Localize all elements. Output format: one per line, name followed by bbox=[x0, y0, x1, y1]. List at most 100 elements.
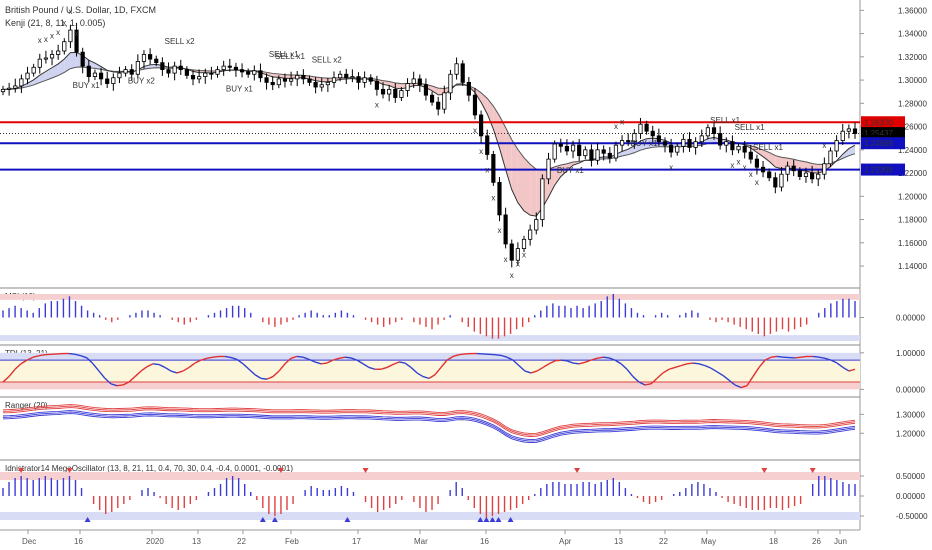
candle-body bbox=[148, 54, 153, 60]
tdi-line-segment bbox=[14, 363, 22, 370]
candle-body bbox=[172, 65, 177, 74]
signal-cross-mark: x bbox=[375, 100, 379, 109]
candle-body bbox=[846, 128, 851, 132]
candle-body bbox=[619, 140, 625, 146]
candle-body bbox=[154, 58, 159, 64]
signal-cross-mark: x bbox=[743, 163, 747, 172]
buy-signal-label: BUY x1 bbox=[73, 81, 101, 90]
price-tick-label: 1.16000 bbox=[898, 239, 927, 248]
tdi-line-segment bbox=[548, 360, 556, 365]
tdi-line-segment bbox=[266, 375, 274, 380]
tdi-line-segment bbox=[206, 356, 214, 359]
candle-body bbox=[276, 78, 281, 86]
tdi-line-segment bbox=[506, 356, 514, 361]
candle-body bbox=[681, 138, 686, 147]
buy-signal-label: BUY x2 bbox=[128, 76, 156, 85]
candle-body bbox=[521, 238, 527, 250]
price-tick-label: 1.28000 bbox=[898, 99, 927, 108]
candle-body bbox=[387, 88, 392, 95]
candle-body bbox=[736, 145, 741, 151]
tdi-line-segment bbox=[98, 370, 106, 379]
tdi-line-segment bbox=[746, 376, 754, 387]
candle-body bbox=[589, 149, 594, 161]
price-tag-label: 1.24569 bbox=[864, 139, 893, 148]
tdi-line-segment bbox=[86, 357, 94, 365]
sell-signal-label: SELL x1 bbox=[753, 143, 783, 152]
candle-body bbox=[0, 88, 6, 93]
candle-body bbox=[718, 133, 723, 146]
tdi-line-segment bbox=[704, 364, 712, 369]
candle-body bbox=[270, 81, 275, 86]
time-tick-label: Apr bbox=[559, 537, 572, 546]
candle-body bbox=[650, 130, 655, 137]
tdi-line-segment bbox=[578, 361, 586, 365]
tdi-line-segment bbox=[134, 370, 142, 378]
tdi-line-segment bbox=[302, 356, 310, 361]
candle-body bbox=[190, 75, 196, 80]
price-tick-label: 1.30000 bbox=[898, 76, 927, 85]
candle-body bbox=[405, 83, 410, 91]
candle-body bbox=[233, 66, 239, 71]
candle-body bbox=[362, 77, 367, 83]
candle-body bbox=[117, 72, 122, 79]
ranger-band-line bbox=[2, 404, 856, 434]
tdi-line-segment bbox=[620, 363, 628, 370]
ema-band-segment bbox=[284, 74, 292, 79]
candle-body bbox=[656, 135, 661, 143]
candle-body bbox=[49, 54, 55, 59]
tdi-line-segment bbox=[386, 363, 394, 369]
ranger-band-line bbox=[2, 410, 856, 440]
candle-body bbox=[215, 69, 220, 75]
signal-cross-mark: x bbox=[620, 118, 624, 127]
panel-tick-label: 0.00000 bbox=[896, 385, 925, 394]
candle-body bbox=[350, 76, 355, 79]
tdi-line-segment bbox=[278, 363, 286, 372]
tdi-line-segment bbox=[638, 381, 646, 386]
tdi-line-segment bbox=[722, 374, 730, 381]
candle-body bbox=[485, 135, 490, 155]
candle-body bbox=[454, 63, 459, 75]
tdi-line-segment bbox=[602, 356, 610, 359]
ranger-band-line bbox=[2, 411, 856, 442]
ema-band-segment bbox=[432, 86, 439, 95]
candle-body bbox=[834, 140, 839, 152]
tdi-line-segment bbox=[452, 353, 460, 358]
tdi-line-segment bbox=[632, 376, 640, 383]
candle-body bbox=[98, 72, 104, 80]
tdi-line-segment bbox=[728, 379, 736, 386]
candle-body bbox=[662, 141, 668, 146]
buy-arrow bbox=[507, 517, 514, 522]
price-tick-label: 1.18000 bbox=[898, 216, 927, 225]
panel-tick-label: 0.50000 bbox=[896, 472, 925, 481]
candle-body bbox=[748, 151, 753, 160]
candle-body bbox=[730, 141, 735, 151]
signal-cross-mark: x bbox=[614, 122, 618, 131]
candle-body bbox=[423, 84, 429, 96]
buy-arrow bbox=[477, 517, 484, 522]
tdi-mid-zone bbox=[0, 360, 860, 383]
price-tick-label: 1.32000 bbox=[898, 53, 927, 62]
sell-arrow bbox=[809, 468, 816, 473]
main-title: British Pound / U.S. Dollar, 1D, FXCM bbox=[5, 5, 157, 15]
ema-band-segment bbox=[39, 71, 46, 83]
tdi-line-segment bbox=[692, 362, 700, 365]
candle-body bbox=[803, 172, 809, 177]
tdi-line-segment bbox=[356, 359, 364, 365]
candle-body bbox=[448, 73, 453, 94]
candle-body bbox=[699, 135, 704, 143]
time-tick-label: 16 bbox=[480, 537, 489, 546]
tdi-line-segment bbox=[116, 384, 124, 387]
tdi-line-segment bbox=[242, 363, 250, 370]
buy-arrow bbox=[483, 517, 490, 522]
buy-signal-label: BUY x1 bbox=[226, 85, 254, 94]
candle-body bbox=[239, 69, 245, 73]
candle-body bbox=[209, 72, 214, 75]
tdi-line-segment bbox=[656, 372, 664, 379]
sell-signal-label: SELL x2 bbox=[312, 56, 342, 65]
candle-body bbox=[123, 69, 128, 74]
tdi-line-segment bbox=[290, 355, 298, 359]
candle-body bbox=[754, 158, 760, 168]
